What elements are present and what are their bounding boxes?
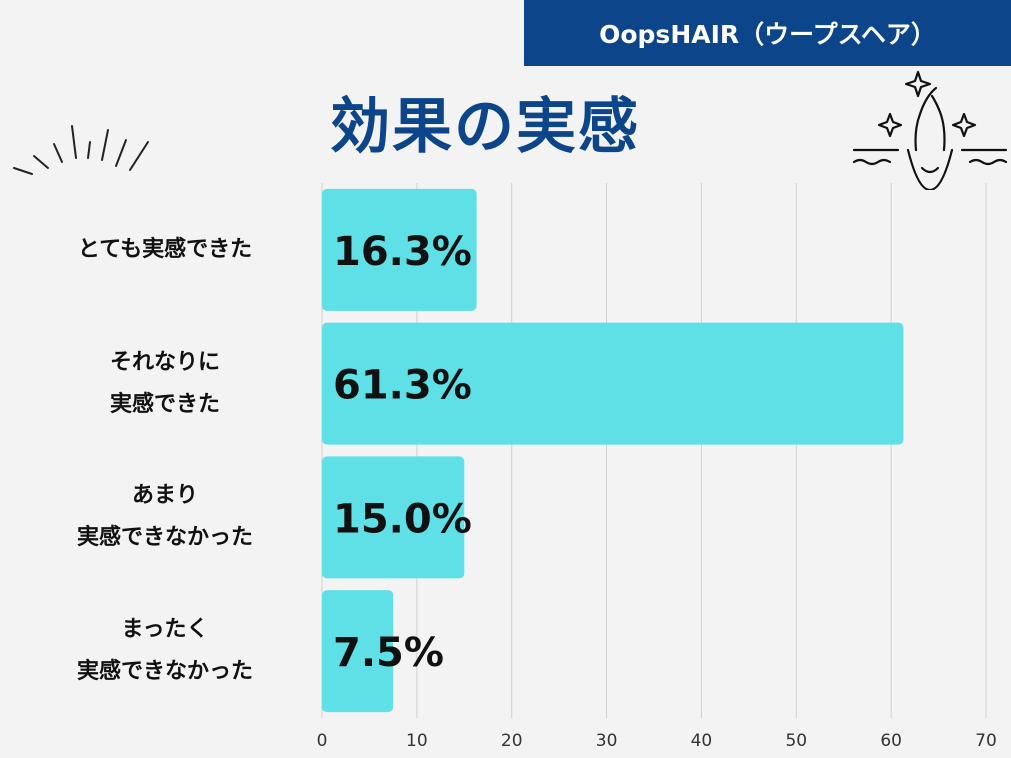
category-label-line: あまり <box>131 483 198 509</box>
category-label-line: それなりに <box>109 349 220 375</box>
category-label: それなりに実感できた <box>20 342 310 426</box>
x-tick-label: 70 <box>975 731 997 751</box>
bar-value-label: 61.3% <box>333 363 472 409</box>
bar-value-label: 7.5% <box>333 630 444 676</box>
bar <box>322 590 394 713</box>
category-label-line: 実感できなかった <box>76 659 253 685</box>
x-tick-label: 60 <box>880 731 902 751</box>
category-label-line: 実感できなかった <box>76 525 253 551</box>
sparkle-burst-icon <box>13 125 149 175</box>
x-tick-label: 40 <box>691 731 713 751</box>
hair-follicle-icon <box>852 70 1008 190</box>
category-label: あまり実感できなかった <box>20 475 310 559</box>
bar <box>322 456 465 579</box>
bar-value-label: 16.3% <box>333 229 472 275</box>
category-label: とても実感できた <box>20 229 310 271</box>
chart-title: 効果の実感 <box>330 92 640 162</box>
category-label: まったく実感できなかった <box>20 609 310 693</box>
bar-value-label: 15.0% <box>333 496 472 542</box>
category-label-line: 実感できた <box>109 391 220 417</box>
category-label-line: とても実感できた <box>77 236 253 262</box>
x-tick-label: 20 <box>501 731 523 751</box>
x-tick-label: 0 <box>317 731 328 751</box>
x-tick-label: 10 <box>406 731 428 751</box>
brand-name: OopsHAIR（ウープスヘア） <box>599 20 936 49</box>
bar <box>322 188 477 311</box>
x-tick-label: 30 <box>596 731 618 751</box>
category-label-line: まったく <box>121 617 209 643</box>
bar <box>322 322 904 445</box>
x-tick-label: 50 <box>785 731 807 751</box>
brand-banner: OopsHAIR（ウープスヘア） <box>524 0 1011 66</box>
